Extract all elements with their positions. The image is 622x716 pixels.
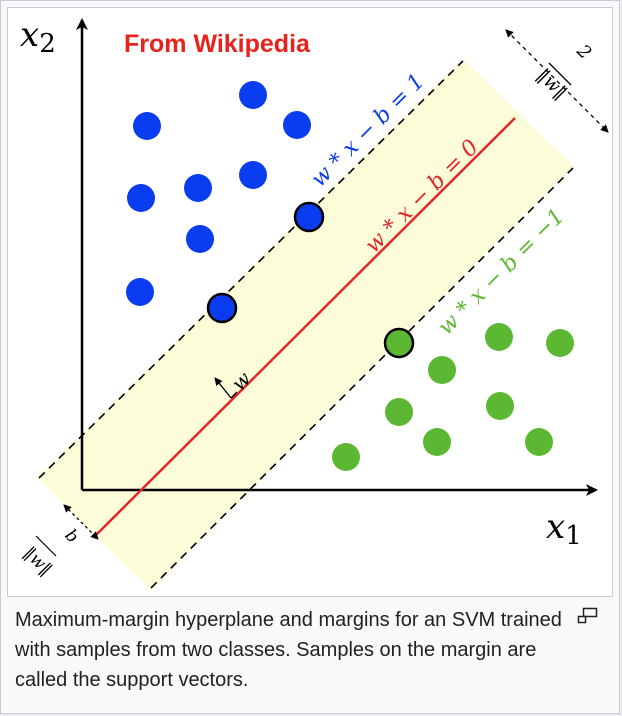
x-axis-subscript: 1 [565, 521, 582, 551]
hyperplane-line [95, 117, 516, 536]
green-class-points [332, 323, 574, 471]
normal-vector-arrow [214, 377, 232, 399]
margin-width-fraction-bar [548, 62, 572, 86]
y-axis-subscript: 2 [39, 29, 56, 59]
margin-band [37, 59, 573, 590]
svm-diagram: w 2 ‖w‖ b ‖w‖ w * x − b = 1 w * x − b = … [19, 15, 609, 590]
green-point [423, 428, 451, 456]
blue-point [239, 81, 267, 109]
blue-point [239, 161, 267, 189]
margin-width-denominator: ‖w‖ [533, 65, 571, 103]
blue-point [127, 184, 155, 212]
x-axis-symbol: x [546, 507, 565, 547]
magnify-clip-icon[interactable] [577, 607, 599, 625]
blue-class-points [126, 81, 311, 306]
green-point [525, 428, 553, 456]
blue-support-vector [293, 201, 325, 233]
green-support-vector [383, 327, 415, 359]
offset-fraction-bar [35, 535, 57, 557]
margin-width-dimension [505, 29, 609, 133]
green-point [485, 323, 513, 351]
green-point [486, 392, 514, 420]
figure-image[interactable]: w 2 ‖w‖ b ‖w‖ w * x − b = 1 w * x − b = … [7, 7, 613, 597]
blue-point [283, 111, 311, 139]
offset-dimension [63, 504, 99, 540]
blue-point [126, 278, 154, 306]
green-point [332, 443, 360, 471]
blue-point [186, 225, 214, 253]
upper-margin-line [38, 60, 464, 479]
offset-numerator: b [61, 526, 83, 548]
y-axis-label: x2 [20, 15, 56, 59]
blue-point [133, 112, 161, 140]
green-point [546, 329, 574, 357]
figure-caption: Maximum-margin hyperplane and margins fo… [15, 609, 562, 691]
lower-margin-line [150, 167, 574, 589]
blue-support-vector [206, 292, 238, 324]
blue-point [184, 174, 212, 202]
green-point [428, 356, 456, 384]
watermark-label: From Wikipedia [124, 30, 311, 58]
x-axis-label: x1 [546, 507, 582, 551]
margin-width-numerator: 2 [572, 40, 596, 64]
y-axis-symbol: x [20, 15, 39, 55]
normal-vector-tick [230, 391, 238, 399]
offset-denominator: ‖w‖ [19, 543, 55, 579]
green-point [385, 398, 413, 426]
